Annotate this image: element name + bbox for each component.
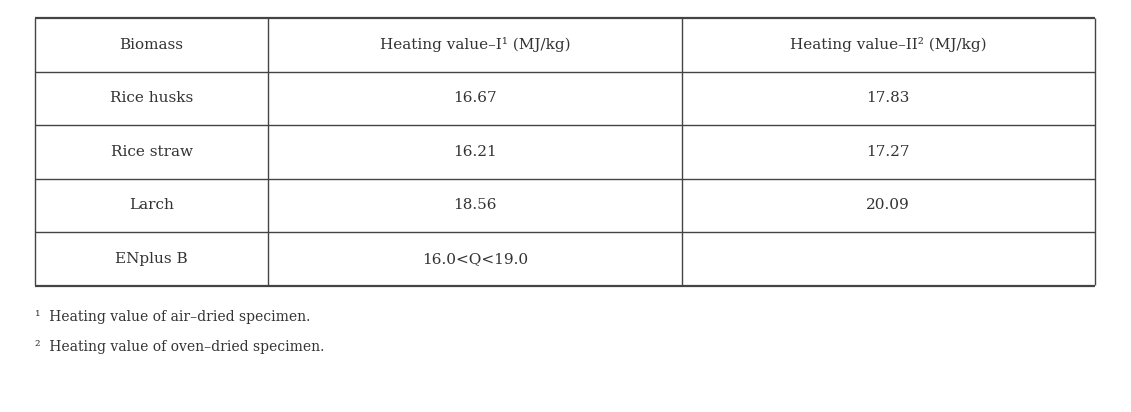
Text: 16.67: 16.67 (454, 91, 497, 105)
Text: Heating value–II² (MJ/kg): Heating value–II² (MJ/kg) (789, 37, 986, 52)
Text: Rice straw: Rice straw (111, 145, 192, 159)
Text: 17.83: 17.83 (866, 91, 910, 105)
Text: 16.21: 16.21 (454, 145, 497, 159)
Text: 20.09: 20.09 (866, 198, 910, 212)
Text: Rice husks: Rice husks (110, 91, 193, 105)
Text: Larch: Larch (129, 198, 174, 212)
Text: 17.27: 17.27 (866, 145, 910, 159)
Text: 16.0<Q<19.0: 16.0<Q<19.0 (422, 252, 528, 266)
Text: Biomass: Biomass (120, 38, 183, 52)
Text: ¹  Heating value of air–dried specimen.: ¹ Heating value of air–dried specimen. (35, 310, 310, 324)
Text: ENplus B: ENplus B (115, 252, 188, 266)
Text: ²  Heating value of oven–dried specimen.: ² Heating value of oven–dried specimen. (35, 340, 325, 354)
Text: Heating value–I¹ (MJ/kg): Heating value–I¹ (MJ/kg) (380, 37, 570, 52)
Text: 18.56: 18.56 (454, 198, 497, 212)
